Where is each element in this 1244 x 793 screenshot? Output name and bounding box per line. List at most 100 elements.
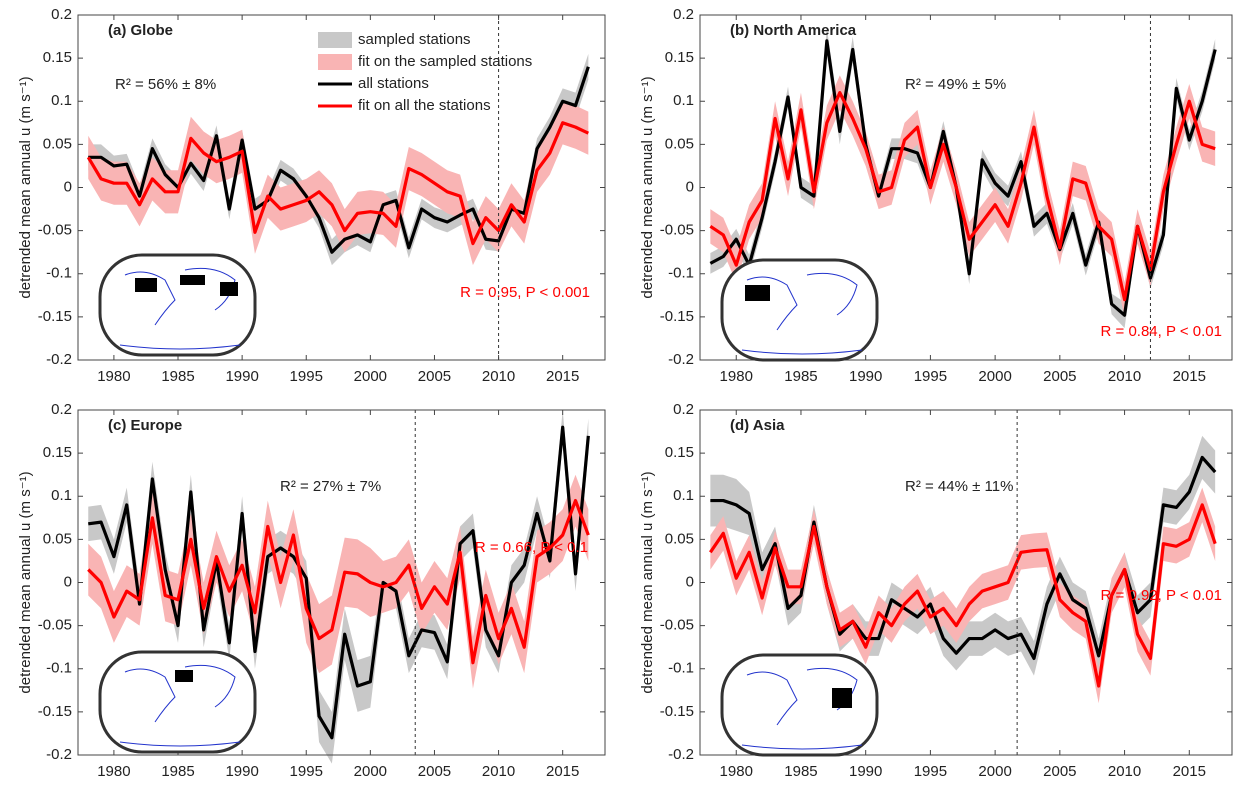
station-dots xyxy=(135,275,852,708)
r-annotation: R = 0.92, P < 0.01 xyxy=(1101,587,1222,604)
series-line xyxy=(709,503,1217,688)
legend-swatch xyxy=(318,54,352,70)
station-cluster xyxy=(220,282,238,296)
x-tick-label: 1995 xyxy=(914,368,947,385)
panel-title: (c) Europe xyxy=(108,417,182,434)
confidence-band xyxy=(710,75,1216,317)
map-inset xyxy=(720,653,879,757)
y-tick-label: -0.15 xyxy=(38,703,72,720)
station-cluster xyxy=(745,285,770,301)
series-line xyxy=(86,121,590,246)
x-tick-label: 2015 xyxy=(1173,763,1206,780)
map-inset xyxy=(98,650,257,754)
x-tick-label: 2005 xyxy=(1043,763,1076,780)
y-tick-label: 0.15 xyxy=(665,49,694,66)
coastline xyxy=(119,267,241,350)
legend-swatch xyxy=(318,32,352,48)
station-cluster xyxy=(135,278,157,292)
x-tick-label: 2010 xyxy=(482,368,515,385)
x-tick-label: 2005 xyxy=(1043,368,1076,385)
y-tick-label: 0 xyxy=(64,178,72,195)
y-tick-label: 0.2 xyxy=(673,6,694,23)
x-tick-label: 2015 xyxy=(546,368,579,385)
y-tick-label: -0.05 xyxy=(38,617,72,634)
coastline xyxy=(741,272,863,355)
x-tick-label: 2005 xyxy=(418,763,451,780)
station-cluster xyxy=(175,670,193,682)
y-tick-label: 0.1 xyxy=(673,487,694,504)
station-cluster xyxy=(180,275,205,285)
r-annotation: R = 0.66, P < 0.1 xyxy=(475,539,588,556)
panel-title: (d) Asia xyxy=(730,417,785,434)
x-tick-label: 2015 xyxy=(1173,368,1206,385)
x-tick-label: 1985 xyxy=(784,368,817,385)
y-tick-label: 0.2 xyxy=(51,6,72,23)
panel: -0.2 -0.15 -0.1 -0.05 0 0.05 0.1 0.15 0.2 1980 198… xyxy=(639,6,1233,385)
y-tick-label: -0.05 xyxy=(38,222,72,239)
x-tick-label: 1990 xyxy=(225,368,258,385)
series-line xyxy=(88,66,590,254)
x-tick-label: 2010 xyxy=(1108,763,1141,780)
y-tick-label: 0.05 xyxy=(665,530,694,547)
x-tick-label: 1995 xyxy=(914,763,947,780)
panel-title: (b) North America xyxy=(730,22,857,39)
series-line xyxy=(710,455,1217,660)
confidence-band xyxy=(710,487,1216,704)
x-tick-label: 2000 xyxy=(978,368,1011,385)
map-inset xyxy=(720,258,879,362)
y-tick-label: -0.2 xyxy=(46,351,72,368)
x-tick-label: 1995 xyxy=(290,763,323,780)
coastline xyxy=(119,664,241,747)
y-tick-label: 0.05 xyxy=(665,135,694,152)
x-tick-label: 1985 xyxy=(784,763,817,780)
r2-annotation: R² = 49% ± 5% xyxy=(905,76,1006,93)
y-tick-label: 0 xyxy=(64,573,72,590)
x-tick-label: 2000 xyxy=(978,763,1011,780)
x-tick-label: 1980 xyxy=(720,763,753,780)
x-tick-label: 1985 xyxy=(161,368,194,385)
x-tick-label: 2000 xyxy=(354,763,387,780)
x-tick-label: 1980 xyxy=(97,368,130,385)
legend-label: fit on the sampled stations xyxy=(358,53,532,70)
map-inset xyxy=(98,253,257,357)
x-tick-label: 2005 xyxy=(418,368,451,385)
y-tick-label: 0 xyxy=(686,573,694,590)
y-tick-label: -0.1 xyxy=(46,265,72,282)
x-tick-label: 1995 xyxy=(290,368,323,385)
series-line xyxy=(87,498,590,665)
y-tick-label: 0.1 xyxy=(673,92,694,109)
r-annotation: R = 0.84, P < 0.01 xyxy=(1101,323,1222,340)
station-cluster xyxy=(832,688,852,708)
y-tick-label: -0.2 xyxy=(46,746,72,763)
r-annotation: R = 0.95, P < 0.001 xyxy=(460,284,590,301)
y-axis-label: detrended mean annual u (m s⁻¹) xyxy=(17,76,34,298)
x-tick-label: 2000 xyxy=(354,368,387,385)
y-tick-label: -0.2 xyxy=(668,351,694,368)
y-tick-label: -0.05 xyxy=(660,617,694,634)
y-tick-label: 0 xyxy=(686,178,694,195)
legend-label: fit on all the stations xyxy=(358,97,491,114)
x-tick-label: 1990 xyxy=(849,763,882,780)
x-tick-label: 1980 xyxy=(720,368,753,385)
y-tick-label: 0.2 xyxy=(673,401,694,418)
r2-annotation: R² = 27% ± 7% xyxy=(280,478,381,495)
y-tick-label: -0.1 xyxy=(46,660,72,677)
map-coasts xyxy=(119,267,863,750)
legend-label: all stations xyxy=(358,75,429,92)
y-tick-label: 0.05 xyxy=(43,530,72,547)
y-tick-label: -0.1 xyxy=(668,660,694,677)
map-insets xyxy=(98,253,879,757)
panel-title: (a) Globe xyxy=(108,22,173,39)
x-tick-label: 2010 xyxy=(1108,368,1141,385)
y-axis-label: detrended mean annual u (m s⁻¹) xyxy=(17,471,34,693)
confidence-band xyxy=(88,474,589,689)
r2-annotation: R² = 44% ± 11% xyxy=(905,478,1013,495)
y-tick-label: 0.15 xyxy=(43,444,72,461)
x-tick-label: 1990 xyxy=(225,763,258,780)
legend-label: sampled stations xyxy=(358,31,471,48)
y-tick-label: 0.2 xyxy=(51,401,72,418)
y-tick-label: 0.15 xyxy=(665,444,694,461)
x-tick-label: 2010 xyxy=(482,763,515,780)
x-tick-label: 2015 xyxy=(546,763,579,780)
